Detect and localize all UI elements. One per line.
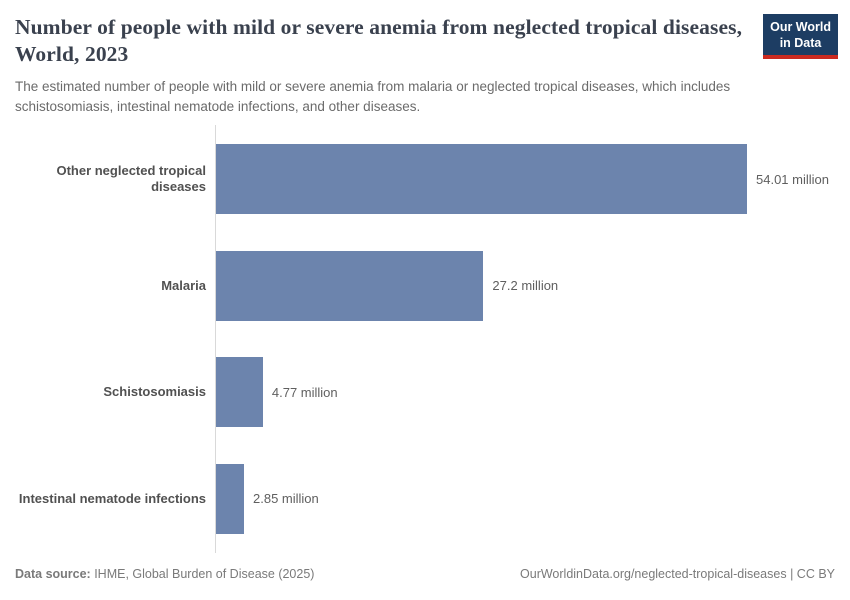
bar-chart: Other neglected tropical diseases 54.01 m… xyxy=(0,125,850,555)
footer-right: OurWorldinData.org/neglected-tropical-di… xyxy=(520,567,835,581)
category-label: Schistosomiasis xyxy=(103,384,206,400)
license-cc-by-link[interactable]: CC BY xyxy=(796,567,835,581)
bar[interactable] xyxy=(216,463,245,534)
data-source-text: IHME, Global Burden of Disease (2025) xyxy=(90,567,315,581)
chart-row: Other neglected tropical diseases 54.01 m… xyxy=(0,144,850,214)
chart-row: Intestinal nematode infections 2.85 milli… xyxy=(0,463,850,534)
category-label: Intestinal nematode infections xyxy=(18,490,206,506)
chart-row: Schistosomiasis 4.77 million xyxy=(0,357,850,427)
bar[interactable] xyxy=(216,250,484,321)
chart-footer: Data source: IHME, Global Burden of Dise… xyxy=(15,567,835,581)
chart-subtitle: The estimated number of people with mild… xyxy=(15,79,731,114)
value-label: 27.2 million xyxy=(492,278,559,293)
bar[interactable] xyxy=(216,357,263,427)
owid-logo-line2: in Data xyxy=(779,35,822,50)
y-axis-line xyxy=(215,125,216,553)
chart-header: Number of people with mild or severe ane… xyxy=(15,14,838,68)
data-source-label: Data source: xyxy=(15,567,91,581)
footer-url-link[interactable]: OurWorldinData.org/neglected-tropical-di… xyxy=(520,567,787,581)
chart-row: Malaria 27.2 million xyxy=(0,250,850,321)
chart-title: Number of people with mild or severe ane… xyxy=(15,15,743,67)
owid-logo[interactable]: Our World in Data xyxy=(763,14,838,60)
owid-logo-line1: Our World xyxy=(770,20,831,34)
value-label: 4.77 million xyxy=(271,384,338,400)
data-source-note: Data source: IHME, Global Burden of Dise… xyxy=(15,567,314,581)
value-label: 54.01 million xyxy=(756,171,829,187)
value-label: 2.85 million xyxy=(253,491,319,506)
bar[interactable] xyxy=(216,144,747,214)
category-label: Malaria xyxy=(161,277,206,293)
footer-separator: | xyxy=(786,567,797,581)
category-label: Other neglected tropical diseases xyxy=(56,163,206,194)
